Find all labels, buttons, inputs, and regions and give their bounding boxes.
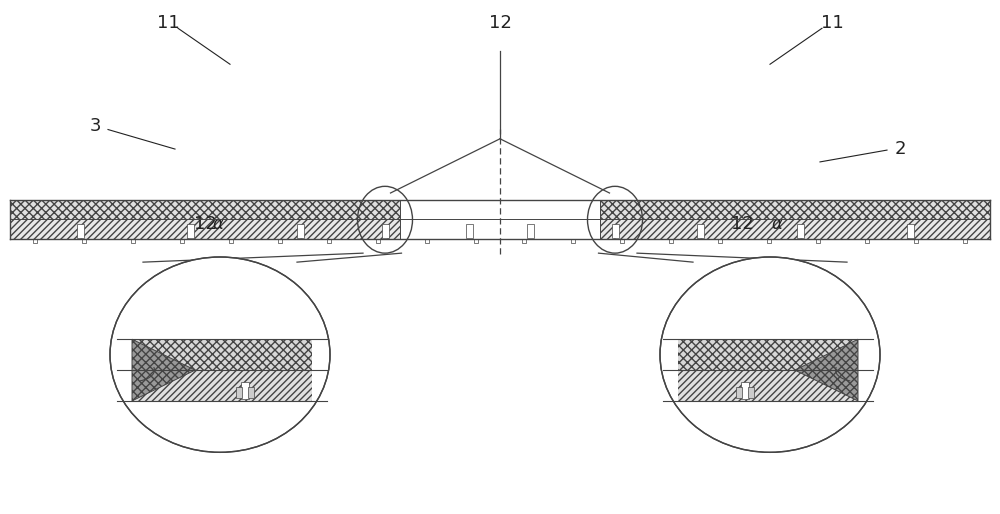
Bar: [571, 239, 575, 243]
Bar: [382, 225, 388, 238]
Bar: [466, 225, 474, 238]
Bar: [132, 370, 312, 401]
Text: α: α: [213, 214, 224, 233]
Text: 2: 2: [794, 407, 806, 426]
Bar: [963, 239, 967, 243]
Bar: [678, 339, 858, 370]
Bar: [296, 225, 304, 238]
Bar: [376, 239, 380, 243]
Ellipse shape: [110, 257, 330, 452]
Bar: [248, 387, 254, 398]
Text: 3: 3: [714, 407, 726, 426]
Bar: [400, 219, 600, 239]
Bar: [10, 200, 990, 239]
Bar: [767, 239, 771, 243]
Bar: [186, 225, 194, 238]
Bar: [669, 239, 673, 243]
Polygon shape: [132, 339, 195, 401]
Text: 2: 2: [894, 140, 906, 158]
Bar: [10, 200, 990, 219]
Bar: [236, 387, 242, 398]
Text: 11: 11: [157, 14, 179, 32]
Bar: [241, 382, 249, 399]
Bar: [76, 225, 84, 238]
Bar: [797, 225, 804, 238]
Bar: [741, 382, 749, 399]
Bar: [736, 387, 742, 398]
Text: 11: 11: [114, 330, 136, 348]
Bar: [180, 239, 184, 243]
Bar: [914, 239, 918, 243]
Bar: [10, 219, 990, 239]
Bar: [474, 239, 478, 243]
Bar: [229, 239, 233, 243]
Text: 12: 12: [731, 214, 753, 233]
Text: 2: 2: [132, 394, 144, 413]
Bar: [131, 239, 135, 243]
Bar: [400, 200, 600, 219]
Bar: [425, 239, 429, 243]
Bar: [620, 239, 624, 243]
Bar: [327, 239, 331, 243]
Text: 11: 11: [821, 14, 843, 32]
Bar: [612, 225, 618, 238]
Bar: [678, 370, 858, 401]
Bar: [82, 239, 86, 243]
Bar: [907, 225, 914, 238]
Text: 12: 12: [489, 14, 511, 32]
Ellipse shape: [660, 257, 880, 452]
Bar: [865, 239, 869, 243]
Bar: [748, 387, 754, 398]
Bar: [527, 225, 534, 238]
Bar: [718, 239, 722, 243]
Bar: [696, 225, 704, 238]
Bar: [522, 239, 526, 243]
Text: 3: 3: [89, 117, 101, 135]
Bar: [33, 239, 37, 243]
Text: 3: 3: [209, 407, 221, 426]
Bar: [278, 239, 282, 243]
Text: 11: 11: [847, 330, 869, 348]
Bar: [816, 239, 820, 243]
Text: α: α: [772, 214, 783, 233]
Polygon shape: [795, 339, 858, 401]
Text: 12: 12: [194, 214, 216, 233]
Bar: [132, 339, 312, 370]
